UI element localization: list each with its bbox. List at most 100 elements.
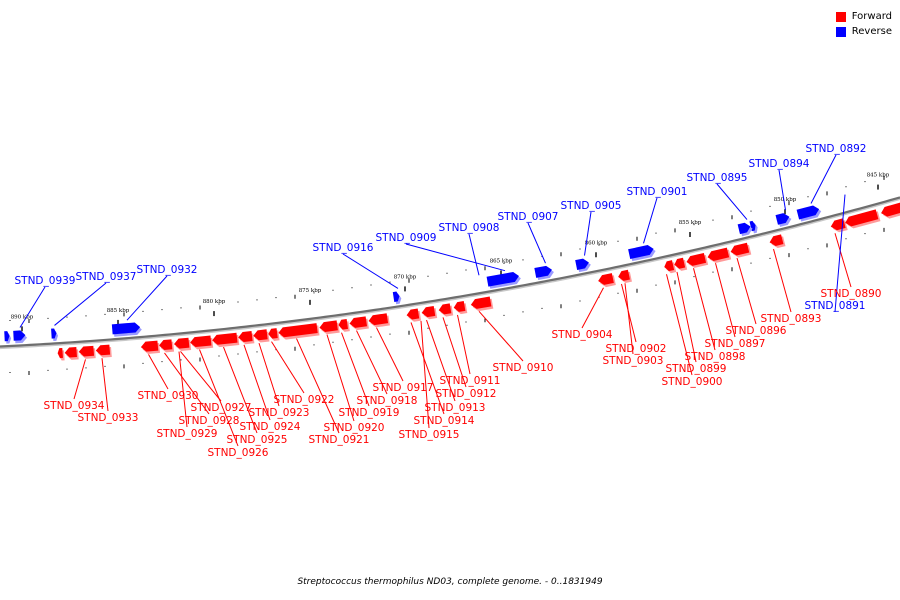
- gene-arrow[interactable]: [78, 345, 95, 357]
- gene-STND_0934[interactable]: [57, 347, 65, 361]
- gene-label[interactable]: STND_0909: [376, 232, 437, 244]
- gene-label[interactable]: STND_0926: [208, 447, 269, 459]
- gene-arrow[interactable]: [737, 222, 752, 235]
- gene-STND_0896[interactable]: [729, 242, 752, 259]
- gene-STND_0898[interactable]: [685, 252, 709, 270]
- gene-label[interactable]: STND_0901: [627, 186, 688, 198]
- gene-STND_0930[interactable]: [140, 340, 160, 354]
- gene-arrow[interactable]: [628, 244, 655, 260]
- gene-arrow[interactable]: [190, 335, 212, 348]
- gene-arrow[interactable]: [749, 220, 757, 232]
- gene-arrow[interactable]: [768, 234, 784, 247]
- gene-STND_0919[interactable]: [338, 318, 350, 333]
- gene-STND_0905[interactable]: [575, 257, 592, 273]
- gene-STND_0933[interactable]: [95, 344, 112, 359]
- gene-STND_0890[interactable]: [830, 218, 848, 234]
- gene-label[interactable]: STND_0923: [249, 407, 310, 419]
- gene-label[interactable]: STND_0894: [749, 158, 810, 170]
- gene-label[interactable]: STND_0897: [705, 338, 766, 350]
- gene-arrow[interactable]: [486, 271, 520, 287]
- gene-arrow[interactable]: [685, 252, 707, 267]
- gene-label[interactable]: STND_0920: [324, 422, 385, 434]
- gene-arrow[interactable]: [95, 344, 111, 356]
- gene-STND_0920[interactable]: [319, 320, 340, 335]
- gene-STND_0925[interactable]: [212, 332, 240, 348]
- gene-label[interactable]: STND_0900: [662, 376, 723, 388]
- gene-STND_0914[interactable]: [406, 308, 422, 322]
- gene-label[interactable]: STND_0907: [498, 211, 559, 223]
- gene-STND_0907[interactable]: [534, 265, 555, 281]
- gene-arrow[interactable]: [238, 331, 253, 342]
- gene-arrow[interactable]: [319, 320, 338, 333]
- gene-label[interactable]: STND_0925: [227, 434, 288, 446]
- gene-STND_0926[interactable]: [190, 335, 214, 350]
- gene-STND_0890[interactable]: [844, 209, 881, 230]
- gene-label[interactable]: STND_0932: [137, 264, 198, 276]
- gene-STND_0937[interactable]: [51, 328, 59, 342]
- gene-label[interactable]: STND_0917: [373, 382, 434, 394]
- gene-STND_0909[interactable]: [486, 271, 522, 289]
- gene-label[interactable]: STND_0903: [603, 355, 664, 367]
- gene-STND_0902[interactable]: [617, 269, 632, 284]
- gene-label[interactable]: STND_0927: [191, 402, 252, 414]
- gene-label[interactable]: STND_0930: [138, 390, 199, 402]
- gene-STND_0939[interactable]: [4, 331, 12, 344]
- gene-arrow[interactable]: [158, 339, 173, 351]
- gene-label[interactable]: STND_0891: [805, 300, 866, 312]
- gene-STND_0895[interactable]: [737, 221, 754, 237]
- gene-arrow[interactable]: [140, 340, 159, 352]
- gene-label[interactable]: STND_0912: [436, 388, 497, 400]
- gene-label[interactable]: STND_0922: [274, 394, 335, 406]
- gene-arrow[interactable]: [729, 242, 750, 257]
- gene-STND_0934[interactable]: [78, 345, 96, 360]
- gene-arrow[interactable]: [349, 316, 368, 328]
- gene-STND_0923[interactable]: [253, 329, 270, 343]
- gene-label[interactable]: STND_0933: [78, 412, 139, 424]
- gene-STND_0921[interactable]: [278, 323, 320, 340]
- gene-arrow[interactable]: [796, 204, 821, 220]
- gene-label[interactable]: STND_0905: [561, 200, 622, 212]
- gene-STND_0893[interactable]: [768, 234, 786, 250]
- gene-label[interactable]: STND_0924: [240, 421, 301, 433]
- gene-STND_0916[interactable]: [392, 291, 402, 305]
- gene-STND_0900[interactable]: [663, 260, 677, 274]
- gene-label[interactable]: STND_0899: [666, 363, 727, 375]
- gene-arrow[interactable]: [597, 273, 614, 286]
- gene-label[interactable]: STND_0898: [685, 351, 746, 363]
- gene-STND_0910[interactable]: [470, 296, 494, 312]
- gene-label[interactable]: STND_0913: [425, 402, 486, 414]
- gene-label[interactable]: STND_0911: [440, 375, 501, 387]
- gene-STND_0894[interactable]: [775, 212, 793, 228]
- gene-arrow[interactable]: [470, 296, 492, 310]
- gene-arrow[interactable]: [64, 347, 77, 358]
- gene-arrow[interactable]: [57, 347, 63, 359]
- gene-arrow[interactable]: [406, 308, 420, 320]
- gene-arrow[interactable]: [534, 265, 553, 278]
- gene-STND_0901[interactable]: [628, 244, 657, 262]
- gene-arrow[interactable]: [421, 305, 436, 318]
- gene-STND_0904[interactable]: [597, 273, 616, 289]
- gene-arrow[interactable]: [13, 330, 26, 341]
- gene-label[interactable]: STND_0937: [76, 271, 137, 283]
- gene-label[interactable]: STND_0904: [552, 329, 613, 341]
- gene-arrow[interactable]: [253, 329, 268, 341]
- gene-STND_0897[interactable]: [706, 247, 732, 264]
- gene-label[interactable]: STND_0910: [493, 362, 554, 374]
- gene-arrow[interactable]: [706, 247, 730, 263]
- gene-arrow[interactable]: [51, 328, 57, 339]
- gene-label[interactable]: STND_0921: [309, 434, 370, 446]
- gene-arrow[interactable]: [775, 212, 791, 225]
- gene-STND_0924[interactable]: [238, 331, 255, 345]
- gene-arrow[interactable]: [111, 322, 141, 335]
- gene-label[interactable]: STND_0914: [414, 415, 475, 427]
- gene-arrow[interactable]: [338, 318, 349, 330]
- gene-STND_0899[interactable]: [673, 257, 688, 272]
- gene-STND_0922[interactable]: [268, 328, 280, 342]
- gene-label[interactable]: STND_0908: [439, 222, 500, 234]
- gene-label[interactable]: STND_0918: [357, 395, 418, 407]
- gene-arrow[interactable]: [844, 209, 879, 227]
- gene-STND_0918[interactable]: [349, 316, 369, 331]
- gene-STND_0927[interactable]: [173, 337, 192, 352]
- gene-label[interactable]: STND_0939: [15, 275, 76, 287]
- gene-label[interactable]: STND_0896: [726, 325, 787, 337]
